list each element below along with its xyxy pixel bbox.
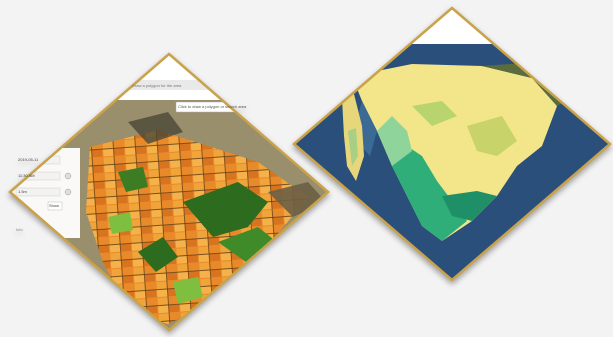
region-map-svg — [292, 6, 612, 282]
sidebar-value-3[interactable]: 1.5m — [18, 189, 27, 194]
sidebar-caption: Info — [16, 227, 23, 232]
field-map-thumbnail[interactable]: Draw a polygon for the area Click to dra… — [8, 52, 330, 332]
map-tooltip: Click to draw a polygon or search area — [178, 104, 247, 109]
field-map-svg — [8, 52, 330, 332]
region-map-thumbnail[interactable] — [292, 6, 612, 282]
sidebar-show-button[interactable]: Show — [49, 203, 60, 208]
top-bar-text: Draw a polygon for the area — [132, 83, 182, 88]
sidebar-value-2[interactable]: 11:30 AM — [18, 173, 35, 178]
sidebar-value-1[interactable]: 2019-05-11 — [18, 157, 39, 162]
